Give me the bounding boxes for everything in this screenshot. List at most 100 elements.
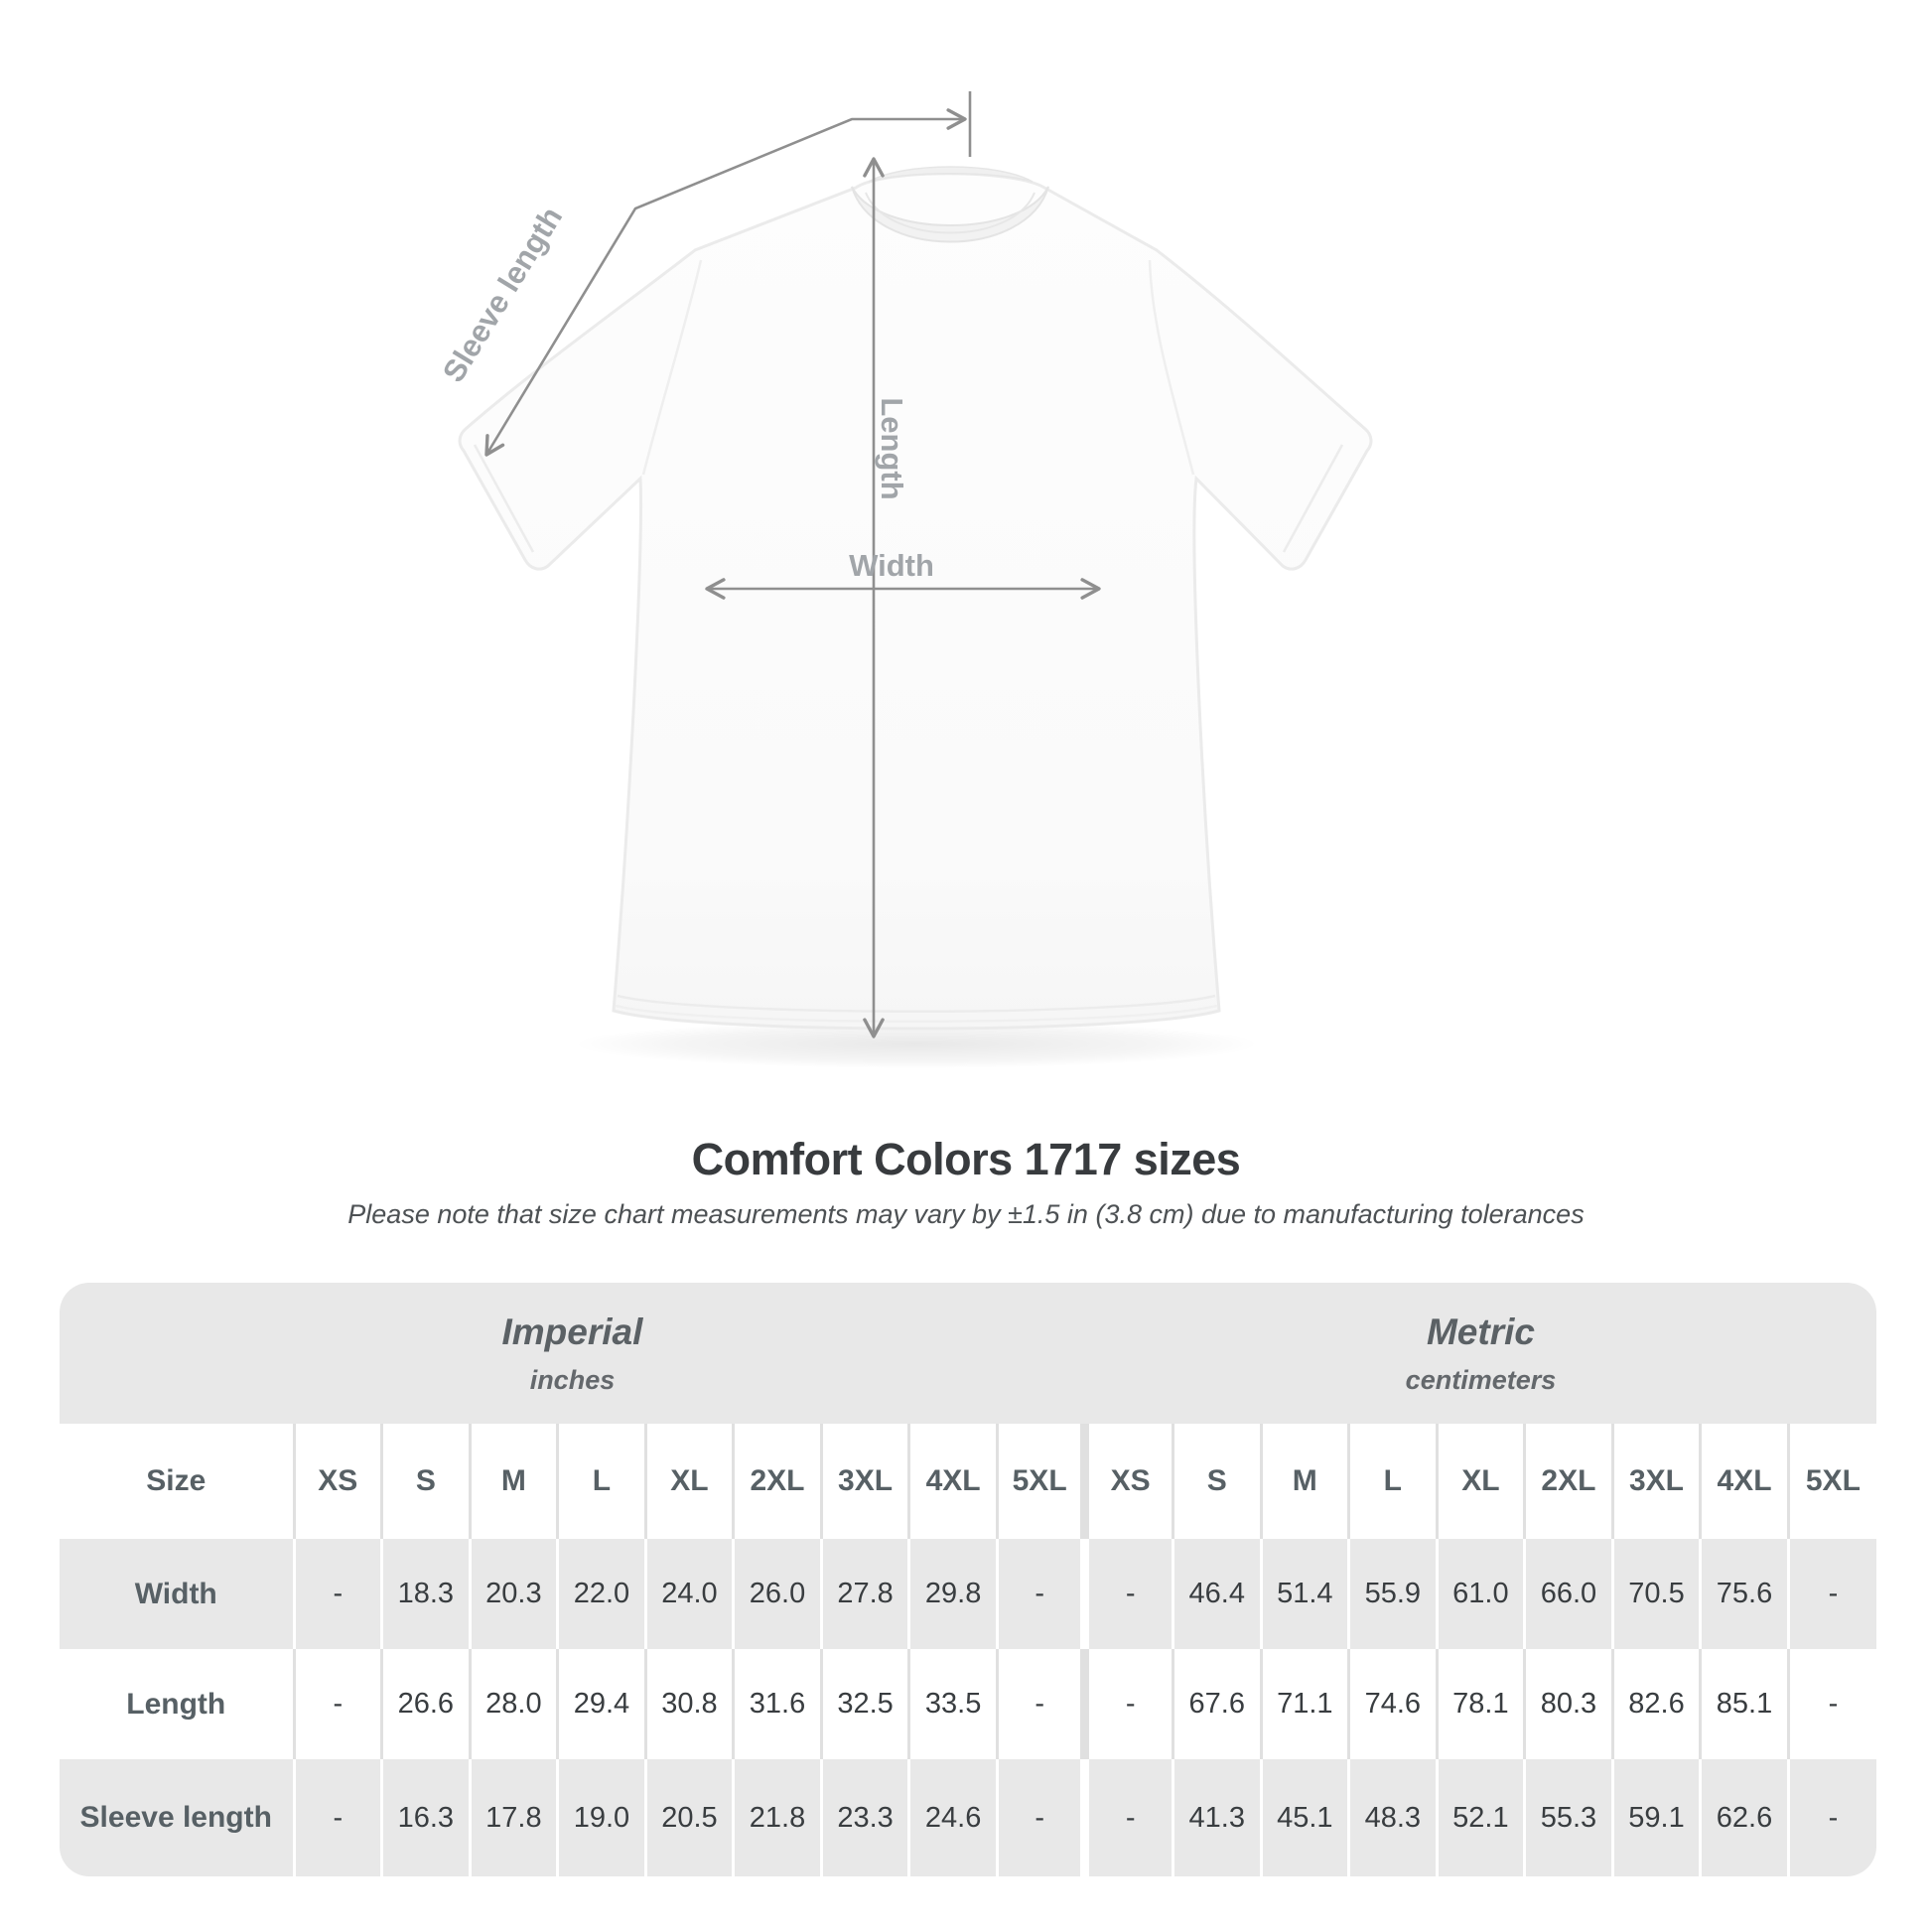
value-cell: 16.3	[380, 1759, 471, 1876]
size-col-header: 3XL	[819, 1424, 909, 1539]
value-cell: 24.6	[907, 1759, 998, 1876]
value-cell: 74.6	[1347, 1649, 1438, 1759]
size-table-grid: Imperial inches Metric centimeters Size …	[60, 1283, 1876, 1876]
size-col-header: 2XL	[732, 1424, 822, 1539]
value-cell: 75.6	[1699, 1539, 1789, 1649]
value-cell: 55.3	[1523, 1759, 1613, 1876]
value-cell: -	[1080, 1539, 1173, 1649]
value-cell: 31.6	[732, 1649, 822, 1759]
value-cell: 41.3	[1171, 1759, 1262, 1876]
sleeve-length-row: Sleeve length - 16.3 17.8 19.0 20.5 21.8…	[60, 1759, 1876, 1876]
value-cell: 55.9	[1347, 1539, 1438, 1649]
tshirt-graphic	[458, 166, 1373, 1031]
metric-title: Metric	[1426, 1311, 1535, 1352]
value-cell: 30.8	[643, 1649, 734, 1759]
value-cell: 24.0	[643, 1539, 734, 1649]
value-cell: 71.1	[1259, 1649, 1349, 1759]
size-col-header: 3XL	[1610, 1424, 1701, 1539]
value-cell: -	[292, 1649, 382, 1759]
value-cell: -	[1080, 1759, 1173, 1876]
width-label: Width	[849, 548, 934, 583]
value-cell: 32.5	[819, 1649, 909, 1759]
value-cell: 85.1	[1699, 1649, 1789, 1759]
measurement-arrows	[484, 91, 1101, 1038]
size-col-header: XS	[292, 1424, 382, 1539]
value-cell: 51.4	[1259, 1539, 1349, 1649]
heading-block: Comfort Colors 1717 sizes Please note th…	[0, 1134, 1932, 1230]
value-cell: 26.0	[732, 1539, 822, 1649]
value-cell: 61.0	[1435, 1539, 1525, 1649]
value-cell: 48.3	[1347, 1759, 1438, 1876]
page-title: Comfort Colors 1717 sizes	[691, 1134, 1241, 1184]
value-cell: 26.6	[380, 1649, 471, 1759]
value-cell: 19.0	[556, 1759, 646, 1876]
size-row-label: Size	[60, 1424, 294, 1539]
value-cell: 17.8	[468, 1759, 558, 1876]
size-col-header: L	[556, 1424, 646, 1539]
value-cell: 29.4	[556, 1649, 646, 1759]
value-cell: -	[1786, 1759, 1876, 1876]
size-col-header: XL	[1435, 1424, 1525, 1539]
value-cell: 33.5	[907, 1649, 998, 1759]
value-cell: 18.3	[380, 1539, 471, 1649]
size-col-header: XL	[643, 1424, 734, 1539]
value-cell: -	[1786, 1539, 1876, 1649]
size-col-header: 5XL	[995, 1424, 1085, 1539]
size-col-header: 5XL	[1786, 1424, 1876, 1539]
size-col-header: 4XL	[907, 1424, 998, 1539]
sleeve-length-arrow	[484, 108, 967, 457]
value-cell: 78.1	[1435, 1649, 1525, 1759]
value-cell: -	[995, 1649, 1085, 1759]
value-cell: 29.8	[907, 1539, 998, 1649]
value-cell: 22.0	[556, 1539, 646, 1649]
value-cell: -	[1786, 1649, 1876, 1759]
imperial-group-header: Imperial inches	[60, 1283, 1085, 1424]
shirt-shadow	[574, 1021, 1259, 1068]
value-cell: 80.3	[1523, 1649, 1613, 1759]
value-cell: 67.6	[1171, 1649, 1262, 1759]
value-cell: 46.4	[1171, 1539, 1262, 1649]
size-col-header: S	[1171, 1424, 1262, 1539]
length-row: Length - 26.6 28.0 29.4 30.8 31.6 32.5 3…	[60, 1649, 1876, 1759]
value-cell: -	[995, 1539, 1085, 1649]
imperial-subtitle: inches	[529, 1364, 616, 1395]
sleeve-row-label: Sleeve length	[60, 1759, 294, 1876]
size-col-header: S	[380, 1424, 471, 1539]
value-cell: 23.3	[819, 1759, 909, 1876]
tolerance-note: Please note that size chart measurements…	[347, 1199, 1585, 1229]
value-cell: 20.5	[643, 1759, 734, 1876]
value-cell: 28.0	[468, 1649, 558, 1759]
unit-group-header-row: Imperial inches Metric centimeters	[60, 1283, 1876, 1424]
width-row: Width - 18.3 20.3 22.0 24.0 26.0 27.8 29…	[60, 1539, 1876, 1649]
width-row-label: Width	[60, 1539, 294, 1649]
value-cell: 21.8	[732, 1759, 822, 1876]
size-col-header: XS	[1080, 1424, 1173, 1539]
value-cell: -	[292, 1539, 382, 1649]
value-cell: -	[1080, 1649, 1173, 1759]
size-header-row: Size XS S M L XL 2XL 3XL 4XL 5XL XS S M …	[60, 1424, 1876, 1539]
value-cell: -	[292, 1759, 382, 1876]
value-cell: 45.1	[1259, 1759, 1349, 1876]
value-cell: -	[995, 1759, 1085, 1876]
value-cell: 59.1	[1610, 1759, 1701, 1876]
value-cell: 70.5	[1610, 1539, 1701, 1649]
size-col-header: 4XL	[1699, 1424, 1789, 1539]
metric-group-header: Metric centimeters	[1084, 1283, 1876, 1424]
imperial-title: Imperial	[501, 1311, 643, 1352]
tshirt-measurement-diagram: Sleeve length Length Width	[436, 91, 1373, 1068]
length-label: Length	[875, 397, 909, 499]
value-cell: 62.6	[1699, 1759, 1789, 1876]
length-row-label: Length	[60, 1649, 294, 1759]
size-col-header: L	[1347, 1424, 1438, 1539]
size-table: Imperial inches Metric centimeters Size …	[60, 1283, 1876, 1876]
value-cell: 20.3	[468, 1539, 558, 1649]
value-cell: 52.1	[1435, 1759, 1525, 1876]
size-col-header: 2XL	[1523, 1424, 1613, 1539]
size-col-header: M	[468, 1424, 558, 1539]
value-cell: 82.6	[1610, 1649, 1701, 1759]
size-col-header: M	[1259, 1424, 1349, 1539]
value-cell: 66.0	[1523, 1539, 1613, 1649]
metric-subtitle: centimeters	[1405, 1364, 1557, 1395]
value-cell: 27.8	[819, 1539, 909, 1649]
